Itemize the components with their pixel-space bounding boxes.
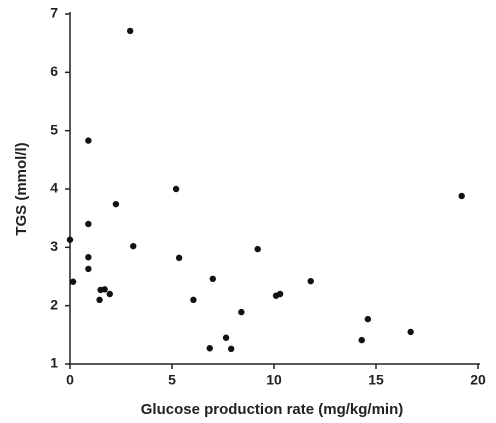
y-tick-label: 4 — [50, 180, 58, 196]
point — [130, 242, 137, 250]
point — [458, 192, 465, 200]
point — [175, 254, 183, 262]
point — [190, 296, 197, 304]
point — [307, 277, 314, 285]
y-axis-label: TGS (mmol/l) — [13, 142, 30, 235]
point — [206, 345, 213, 352]
point — [276, 290, 284, 298]
y-tick-label: 7 — [50, 5, 58, 21]
point — [96, 296, 103, 304]
point — [85, 254, 92, 261]
point — [364, 315, 372, 323]
point — [227, 345, 235, 353]
x-tick-label: 0 — [66, 372, 74, 388]
x-axis-label: Glucose production rate (mg/kg/min) — [141, 401, 404, 418]
y-tick-label: 3 — [50, 238, 58, 254]
point — [106, 290, 113, 298]
point — [358, 336, 365, 344]
point — [172, 185, 180, 193]
point — [209, 275, 216, 283]
point — [85, 265, 92, 273]
x-tick-label: 5 — [168, 372, 176, 388]
point — [69, 278, 77, 285]
x-tick-label: 10 — [266, 372, 282, 388]
point — [238, 308, 245, 316]
point — [222, 334, 230, 341]
x-tick-label: 15 — [368, 372, 384, 388]
point — [254, 245, 261, 253]
y-tick-label: 5 — [50, 121, 58, 137]
point — [101, 286, 108, 293]
y-tick-label: 6 — [50, 63, 58, 79]
point — [126, 27, 134, 35]
point — [66, 236, 74, 243]
point — [112, 200, 120, 208]
x-tick-label: 20 — [470, 372, 486, 388]
point — [407, 328, 414, 336]
y-tick-label: 1 — [50, 355, 58, 371]
point — [85, 220, 92, 228]
point — [85, 137, 92, 144]
y-tick-label: 2 — [50, 296, 58, 312]
